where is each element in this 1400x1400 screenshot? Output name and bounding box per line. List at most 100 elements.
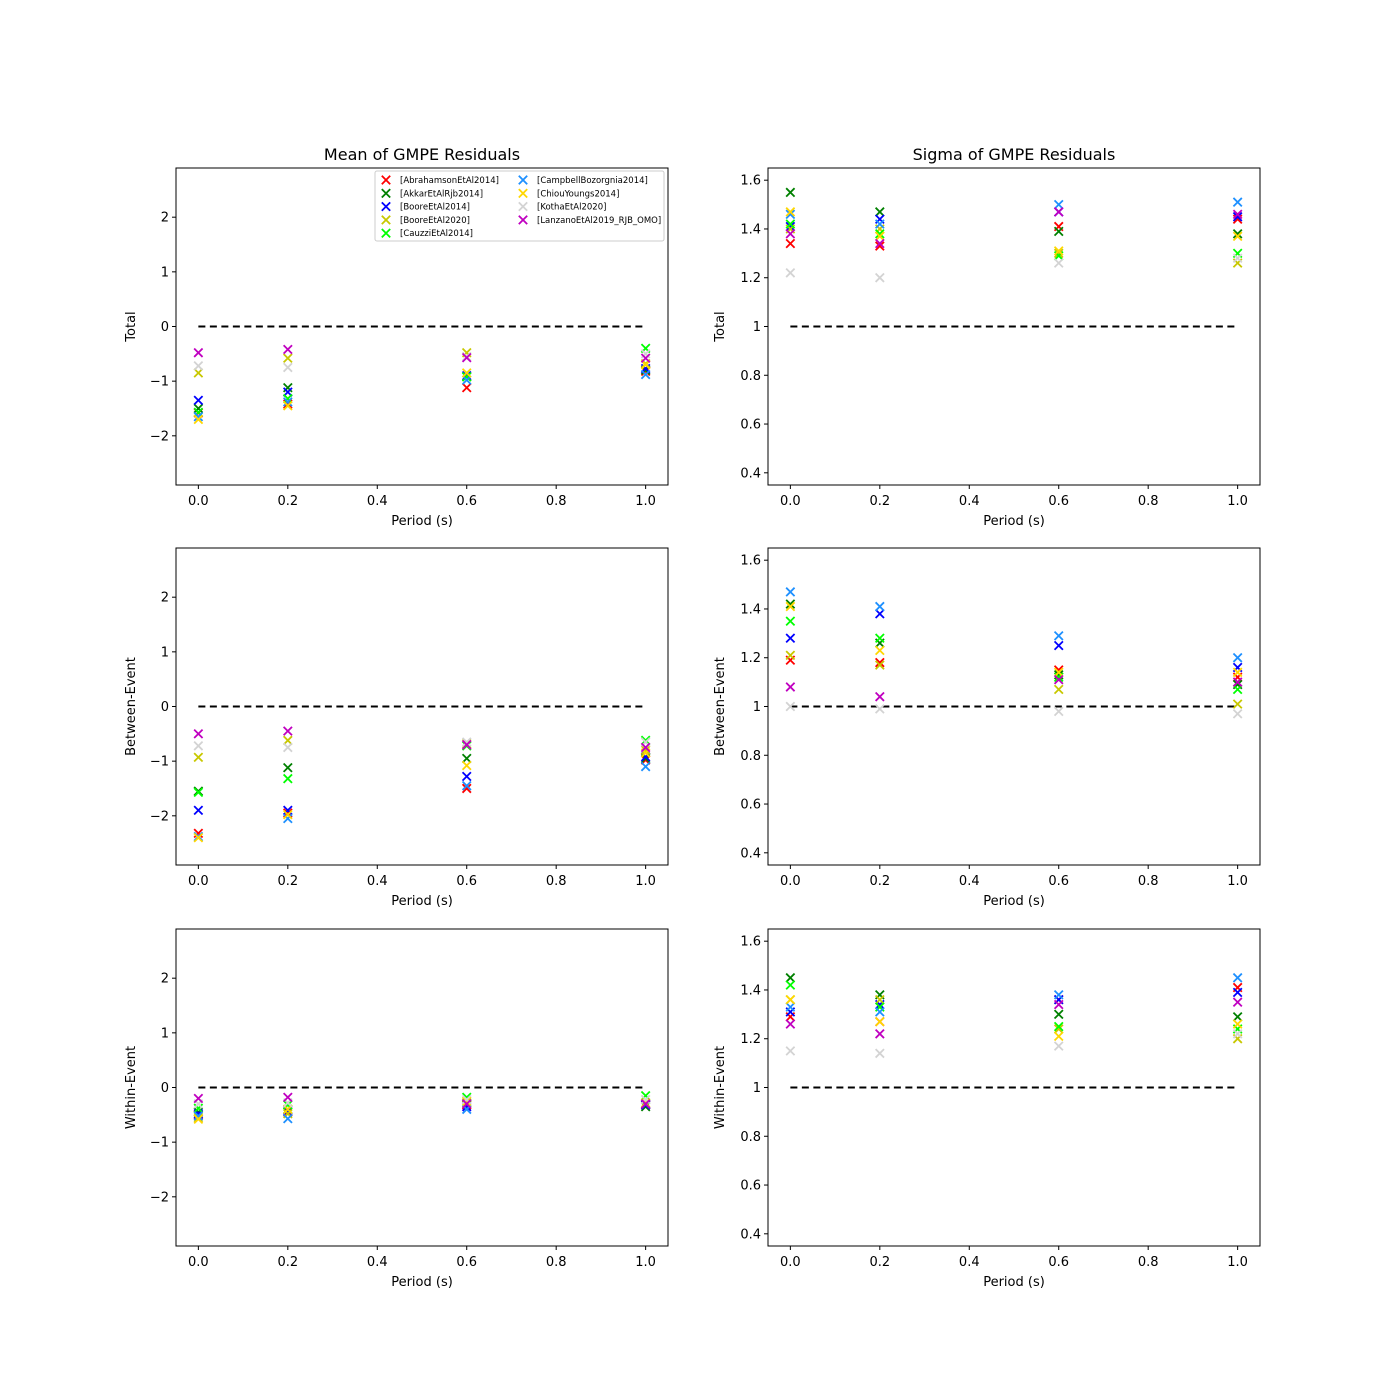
legend-label: [BooreEtAl2014] [400, 203, 470, 213]
x-tick-label: 0.8 [1138, 1255, 1159, 1270]
y-tick-label: 1.6 [740, 174, 761, 189]
x-tick-label: 0.0 [780, 874, 801, 889]
y-tick-label: 1 [753, 1081, 761, 1096]
y-tick-label: 1.2 [740, 651, 761, 666]
legend-entry: [BooreEtAl2020] [381, 215, 470, 226]
x-tick-label: 0.8 [546, 874, 567, 889]
x-tick-label: 0.2 [869, 1255, 890, 1270]
legend-label: [KothaEtAl2020] [537, 203, 606, 213]
y-tick-label: 1.4 [740, 983, 761, 998]
y-tick-label: 1.2 [740, 1032, 761, 1047]
y-tick-label: 1 [161, 1026, 169, 1041]
y-tick-label: 0.6 [740, 418, 761, 433]
series-markers [193, 726, 651, 753]
y-tick-label: −2 [150, 429, 169, 444]
x-tick-label: 0.6 [456, 494, 477, 509]
y-tick-label: −1 [150, 755, 169, 770]
legend-entry: [CauzziEtAl2014] [381, 228, 473, 239]
panel-4: 0.0 0.2 0.4 0.6 0.8 1.0 0.4 0.6 0.8 1 1.2 1.4 1.6 Per… [713, 547, 1261, 909]
legend: [AbrahamsonEtAl2014] [AkkarEtAlRjb2014] [B… [374, 170, 665, 242]
series-markers [785, 253, 1243, 283]
y-axis-label: Between-Event [124, 657, 139, 756]
x-tick-label: 1.0 [635, 874, 656, 889]
x-tick-label: 1.0 [1227, 874, 1248, 889]
x-tick-label: 0.0 [188, 494, 209, 509]
y-tick-label: 1 [161, 645, 169, 660]
x-tick-label: 0.2 [277, 494, 298, 509]
x-tick-label: 0.4 [367, 1255, 388, 1270]
y-tick-label: 0 [161, 700, 169, 715]
legend-entry: [AkkarEtAlRjb2014] [381, 188, 483, 199]
legend-entry: [AbrahamsonEtAl2014] [381, 175, 499, 186]
y-tick-label: −2 [150, 809, 169, 824]
y-tick-label: 0.4 [740, 846, 761, 861]
mean-column-title: Mean of GMPE Residuals [324, 145, 520, 164]
x-tick-label: 0.2 [277, 1255, 298, 1270]
y-tick-label: 0.6 [740, 1179, 761, 1194]
y-tick-label: −2 [150, 1190, 169, 1205]
x-axis-label: Period (s) [983, 894, 1045, 909]
y-tick-label: −1 [150, 375, 169, 390]
y-tick-label: 1 [753, 320, 761, 335]
y-tick-label: 0.8 [740, 749, 761, 764]
legend-label: [BooreEtAl2020] [400, 216, 470, 226]
x-tick-label: 0.8 [1138, 494, 1159, 509]
y-tick-label: 0.6 [740, 798, 761, 813]
legend-entry: [LanzanoEtAl2019_RJB_OMO] [518, 215, 661, 226]
legend-entry: [KothaEtAl2020] [518, 201, 606, 213]
y-tick-label: 1 [161, 265, 169, 280]
x-tick-label: 0.6 [1048, 1255, 1069, 1270]
series-markers [193, 369, 651, 422]
panel-5: 0.0 0.2 0.4 0.6 0.8 1.0 −2 −1 0 1 2 Period (s) Withi… [124, 928, 669, 1290]
y-tick-label: 0 [161, 320, 169, 335]
sigma-column-title: Sigma of GMPE Residuals [913, 145, 1116, 164]
x-tick-label: 1.0 [635, 1255, 656, 1270]
series-markers [785, 972, 1243, 1017]
y-tick-label: −1 [150, 1136, 169, 1151]
y-tick-label: 2 [161, 591, 169, 606]
x-tick-label: 0.4 [959, 874, 980, 889]
series-markers [785, 207, 1243, 256]
x-tick-label: 0.8 [1138, 874, 1159, 889]
series-markers [785, 197, 1243, 229]
x-tick-label: 0.4 [367, 874, 388, 889]
y-tick-label: 1 [753, 700, 761, 715]
panel-3: 0.0 0.2 0.4 0.6 0.8 1.0 −2 −1 0 1 2 Period (s) Betwe… [124, 547, 669, 909]
x-axis-label: Period (s) [391, 1275, 453, 1290]
x-tick-label: 0.2 [277, 874, 298, 889]
series-markers [785, 207, 1243, 249]
series-markers [785, 674, 1243, 702]
x-tick-label: 0.4 [959, 1255, 980, 1270]
legend-entry: [ChiouYoungs2014] [518, 188, 619, 199]
series-markers [785, 587, 1243, 663]
legend-label: [LanzanoEtAl2019_RJB_OMO] [537, 216, 661, 226]
y-tick-label: 2 [161, 211, 169, 226]
series-markers [785, 994, 1243, 1042]
x-axis-label: Period (s) [983, 1275, 1045, 1290]
y-tick-label: 0 [161, 1081, 169, 1096]
x-tick-label: 0.8 [546, 494, 567, 509]
x-tick-label: 0.6 [456, 1255, 477, 1270]
y-tick-label: 0.4 [740, 1227, 761, 1242]
y-tick-label: 2 [161, 972, 169, 987]
y-axis-label: Between-Event [713, 657, 728, 756]
x-tick-label: 0.0 [188, 874, 209, 889]
y-tick-label: 0.8 [740, 1130, 761, 1145]
x-tick-label: 0.8 [546, 1255, 567, 1270]
panel-2: 0.0 0.2 0.4 0.6 0.8 1.0 0.4 0.6 0.8 1 1.2 1.4 1.6 Per… [713, 167, 1261, 529]
series-markers [193, 344, 651, 364]
series-markers [785, 1029, 1243, 1059]
y-tick-label: 1.2 [740, 271, 761, 286]
x-axis-label: Period (s) [391, 894, 453, 909]
x-tick-label: 0.0 [188, 1255, 209, 1270]
y-tick-label: 1.6 [740, 554, 761, 569]
x-tick-label: 0.0 [780, 1255, 801, 1270]
series-markers [785, 997, 1243, 1039]
x-tick-label: 1.0 [1227, 1255, 1248, 1270]
y-tick-label: 0.4 [740, 466, 761, 481]
series-markers [785, 650, 1243, 709]
series-markers [785, 616, 1243, 695]
x-axis-label: Period (s) [391, 514, 453, 529]
x-tick-label: 0.6 [1048, 874, 1069, 889]
